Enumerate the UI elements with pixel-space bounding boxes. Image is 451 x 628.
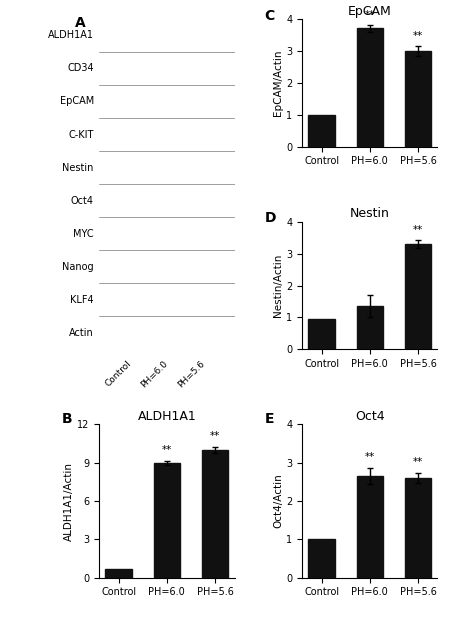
Text: Actin: Actin (69, 328, 94, 338)
Text: **: ** (413, 225, 423, 235)
Text: C: C (264, 9, 275, 23)
Text: **: ** (210, 431, 220, 441)
Bar (308, 115, 335, 147)
Text: PH=5.6: PH=5.6 (176, 359, 206, 390)
Y-axis label: ALDH1A1/Actin: ALDH1A1/Actin (64, 462, 74, 541)
Text: **: ** (413, 457, 423, 467)
Ellipse shape (154, 323, 185, 342)
Title: EpCAM: EpCAM (348, 4, 392, 18)
Text: ALDH1A1: ALDH1A1 (48, 30, 94, 40)
Text: B: B (61, 412, 72, 426)
Y-axis label: Nestin/Actin: Nestin/Actin (273, 254, 283, 317)
Ellipse shape (154, 125, 185, 144)
Y-axis label: EpCAM/Actin: EpCAM/Actin (273, 50, 283, 116)
Title: Oct4: Oct4 (355, 410, 385, 423)
Ellipse shape (117, 224, 149, 243)
Text: **: ** (162, 445, 172, 455)
Bar (202, 450, 228, 578)
Bar (405, 244, 431, 349)
Ellipse shape (191, 125, 222, 144)
Ellipse shape (117, 59, 149, 78)
Ellipse shape (191, 224, 222, 243)
Ellipse shape (191, 59, 222, 78)
Ellipse shape (191, 323, 222, 342)
Bar (357, 476, 383, 578)
Text: **: ** (365, 10, 375, 20)
Ellipse shape (154, 224, 185, 243)
Text: KLF4: KLF4 (70, 295, 94, 305)
Bar (308, 539, 335, 578)
Text: D: D (264, 212, 276, 225)
Title: Nestin: Nestin (350, 207, 390, 220)
Text: Nanog: Nanog (62, 262, 94, 272)
Text: CD34: CD34 (67, 63, 94, 73)
Text: Nestin: Nestin (62, 163, 94, 173)
Ellipse shape (117, 323, 149, 342)
Text: Control: Control (104, 359, 133, 389)
Ellipse shape (117, 125, 149, 144)
Text: MYC: MYC (73, 229, 94, 239)
Bar (357, 306, 383, 349)
Y-axis label: Oct4/Actin: Oct4/Actin (273, 474, 283, 528)
Ellipse shape (154, 59, 185, 78)
Text: EpCAM: EpCAM (60, 97, 94, 107)
Text: E: E (264, 412, 274, 426)
Text: C-KIT: C-KIT (69, 129, 94, 139)
Bar (308, 319, 335, 349)
Bar (106, 569, 132, 578)
Bar (357, 28, 383, 147)
Text: Oct4: Oct4 (71, 196, 94, 205)
Text: A: A (75, 16, 86, 30)
Bar (405, 478, 431, 578)
Text: PH=6.0: PH=6.0 (139, 359, 170, 390)
Text: **: ** (365, 452, 375, 462)
Bar (154, 463, 180, 578)
Ellipse shape (191, 26, 222, 45)
Ellipse shape (154, 26, 185, 45)
Bar (405, 51, 431, 147)
Text: **: ** (413, 31, 423, 41)
Title: ALDH1A1: ALDH1A1 (138, 410, 196, 423)
